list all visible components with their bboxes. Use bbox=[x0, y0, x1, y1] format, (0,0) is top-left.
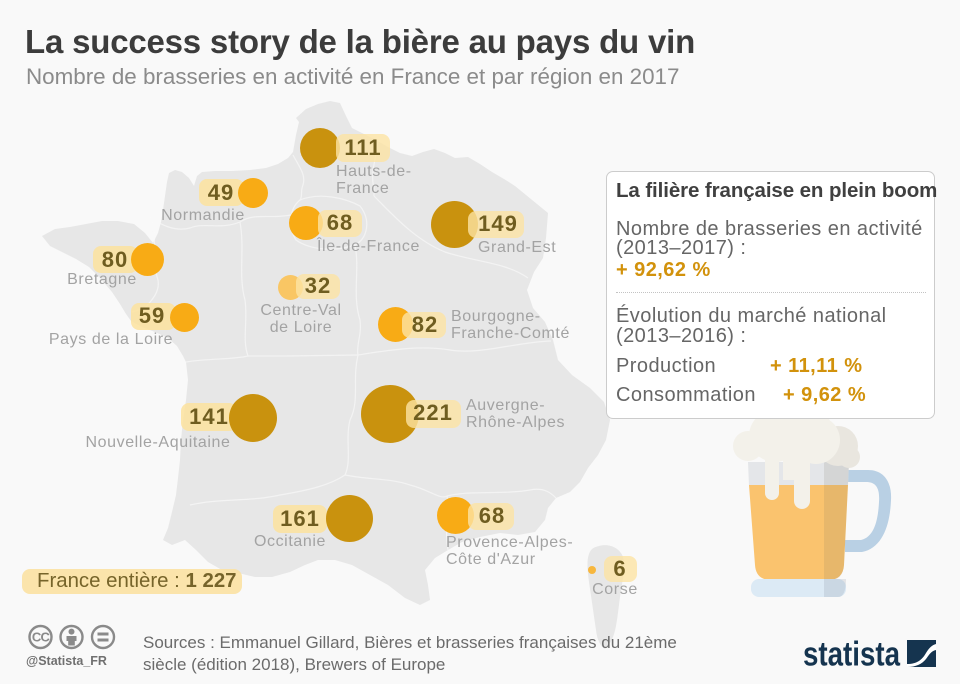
svg-text:statista: statista bbox=[803, 636, 901, 673]
svg-text:CC: CC bbox=[32, 630, 51, 645]
